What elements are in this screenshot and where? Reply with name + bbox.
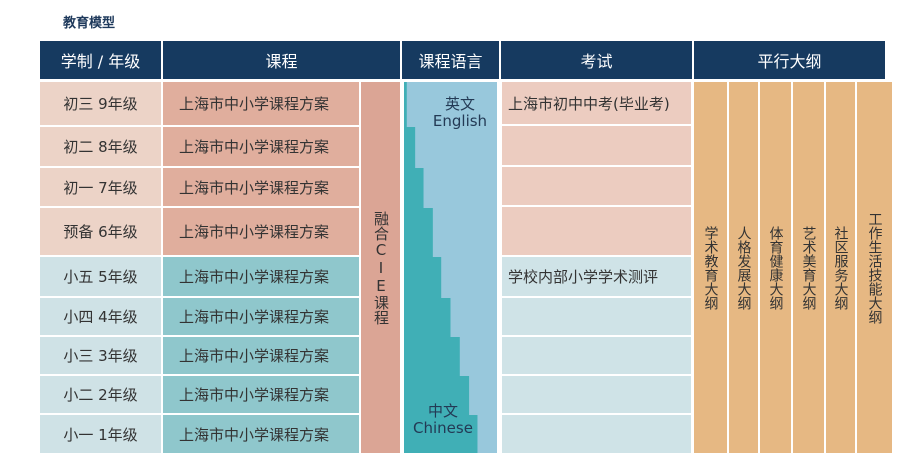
course-cell: 上海市中小学课程方案 [163, 208, 359, 255]
grade-cell: 小五 5年级 [40, 257, 161, 296]
course-cell: 上海市中小学课程方案 [163, 376, 359, 413]
syllabus-column-item: 体育健康大纲 [760, 82, 791, 453]
exam-cell [502, 415, 691, 453]
syllabus-column-item: 艺术美育大纲 [793, 82, 824, 453]
syllabus-column-item: 工作生活技能大纲 [857, 82, 892, 453]
grade-cell: 小四 4年级 [40, 298, 161, 335]
grade-cell: 初二 8年级 [40, 127, 161, 166]
syllabus-column-item: 学术教育大纲 [694, 82, 727, 453]
header-syllabus: 平行大纲 [694, 41, 885, 79]
course-cell: 上海市中小学课程方案 [163, 415, 359, 453]
grade-cell: 初三 9年级 [40, 82, 161, 125]
exam-cell: 学校内部小学学术测评 [502, 257, 691, 296]
chinese-step [404, 415, 478, 453]
exam-cell [502, 337, 691, 374]
exam-cell: 上海市初中中考(毕业考) [502, 82, 691, 124]
chinese-step [404, 127, 416, 168]
syllabus-column-item: 人格发展大纲 [729, 82, 758, 453]
chinese-label: 中文 Chinese [404, 403, 482, 437]
exam-cell [502, 298, 691, 335]
chinese-step [404, 376, 470, 415]
english-cn: 英文 [444, 95, 475, 113]
syllabus-column-item: 社区服务大纲 [826, 82, 855, 453]
exam-cell [502, 376, 691, 413]
grade-cell: 初一 7年级 [40, 168, 161, 206]
language-split-chart [404, 82, 497, 453]
course-cell: 上海市中小学课程方案 [163, 168, 359, 206]
chinese-step [404, 82, 407, 127]
exam-cell [502, 126, 691, 165]
header-exam: 考试 [501, 41, 692, 79]
course-cell: 上海市中小学课程方案 [163, 257, 359, 296]
header-grade: 学制 / 年级 [40, 41, 161, 79]
english-label: 英文 English [426, 96, 494, 130]
chinese-en: Chinese [413, 419, 473, 437]
chinese-step [404, 208, 433, 257]
course-cell: 上海市中小学课程方案 [163, 298, 359, 335]
exam-cell [502, 207, 691, 255]
header-course: 课程 [163, 41, 400, 79]
course-cell: 上海市中小学课程方案 [163, 127, 359, 166]
grade-cell: 预备 6年级 [40, 208, 161, 255]
chinese-step [404, 257, 442, 298]
english-en: English [432, 112, 488, 130]
grade-cell: 小一 1年级 [40, 415, 161, 453]
chinese-step [404, 168, 424, 208]
chinese-cn: 中文 [427, 402, 458, 420]
course-cell: 上海市中小学课程方案 [163, 82, 359, 125]
grade-cell: 小三 3年级 [40, 337, 161, 374]
chinese-step [404, 337, 460, 376]
page-title: 教育模型 [63, 16, 116, 31]
grade-cell: 小二 2年级 [40, 376, 161, 413]
exam-cell [502, 167, 691, 205]
chinese-step [404, 298, 451, 337]
course-cell: 上海市中小学课程方案 [163, 337, 359, 374]
fusion-cie-label: 融合CIE课程 [361, 82, 400, 453]
header-language: 课程语言 [402, 41, 499, 79]
language-split-area: 英文 English 中文 Chinese [404, 82, 497, 453]
